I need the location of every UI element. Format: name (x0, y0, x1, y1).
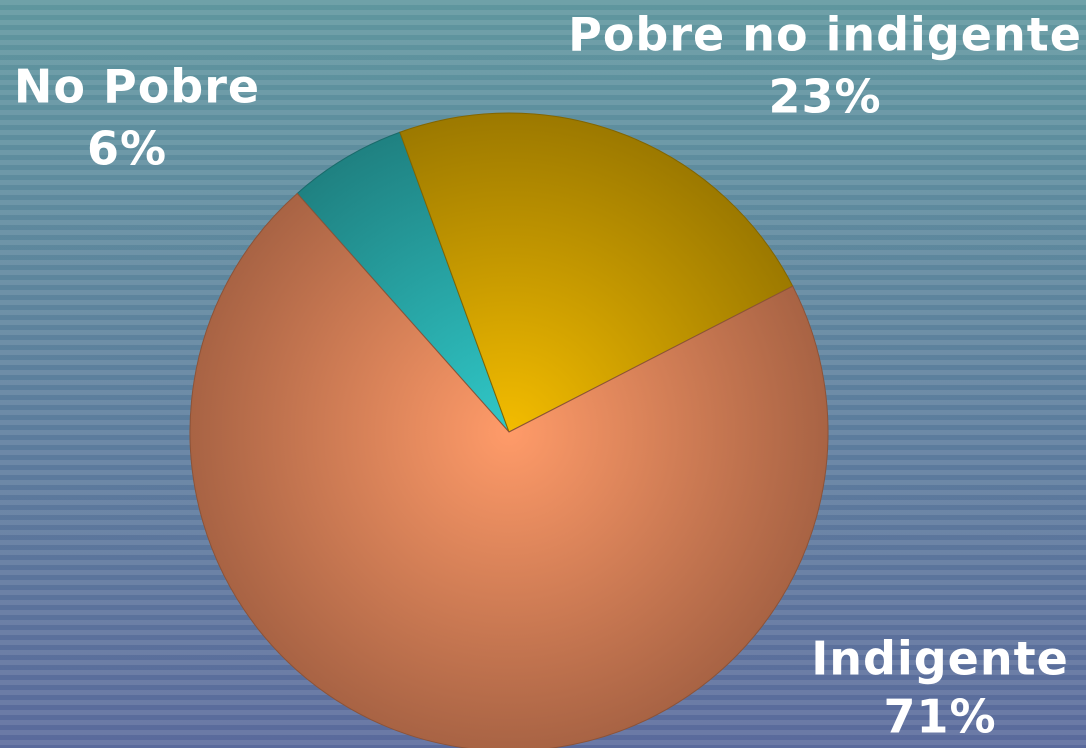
pie-slice (189, 192, 829, 748)
pie-slice (296, 131, 510, 433)
slice-value-label: 6% (87, 122, 167, 176)
slice-value-label: 71% (883, 690, 996, 744)
pie (189, 112, 829, 748)
slice-label: No Pobre (14, 60, 260, 114)
slice-label: Pobre no indigente (568, 8, 1082, 62)
pie-slice (399, 112, 794, 433)
slice-value-label: 23% (768, 70, 881, 124)
labels: No Pobre 6% Pobre no indigente 23% Indigente… (14, 8, 1082, 744)
slice-label: Indigente (811, 632, 1069, 686)
